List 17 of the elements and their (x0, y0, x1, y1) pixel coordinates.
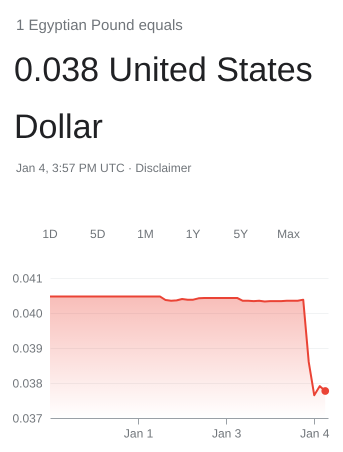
text: 1Y (186, 227, 200, 241)
text: 5Y (233, 227, 248, 241)
x-tick-label: Jan 1 (124, 426, 154, 440)
y-tick-label: 0.039 (12, 342, 43, 356)
y-tick-label: 0.041 (12, 272, 43, 286)
y-tick-label: 0.037 (12, 412, 43, 426)
x-tick-label: Jan 3 (212, 426, 242, 440)
text: 1M (137, 227, 154, 241)
chart-title: 0.038 United States Dollar (14, 51, 313, 146)
text: 5D (90, 227, 106, 241)
x-tick-label: Jan 4 (300, 426, 330, 440)
text: 1D (42, 227, 58, 241)
y-tick-label: 0.040 (12, 306, 43, 320)
text: Jan 4, 3:57 PM UTC · Disclaimer (16, 161, 192, 175)
text: Max (277, 227, 300, 241)
chart-subtitle: 1 Egyptian Pound equals (16, 17, 183, 34)
y-tick-label: 0.038 (12, 376, 43, 390)
